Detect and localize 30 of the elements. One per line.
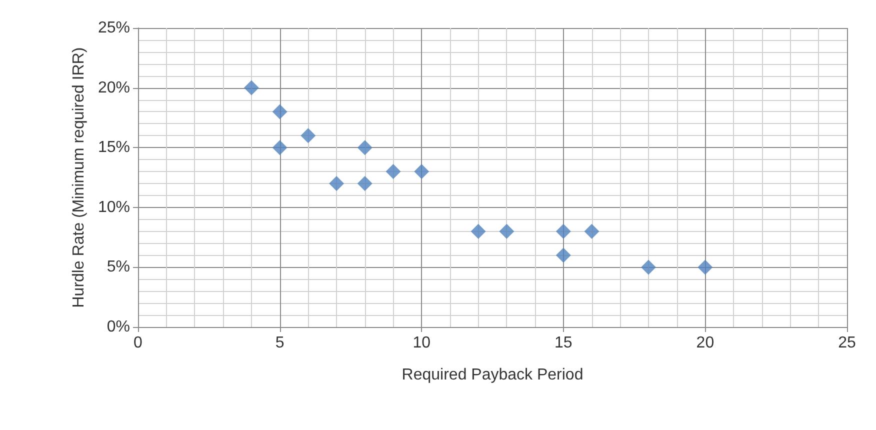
point bbox=[357, 140, 372, 156]
y-tick-label: 0% bbox=[106, 318, 130, 336]
y-tick-label: 25% bbox=[98, 20, 130, 36]
point bbox=[499, 224, 514, 239]
point bbox=[556, 224, 571, 239]
point bbox=[640, 260, 656, 275]
x-tick-label: 20 bbox=[696, 334, 714, 352]
point bbox=[272, 104, 288, 120]
x-tick-label: 5 bbox=[275, 334, 284, 352]
y-tick-label: 15% bbox=[98, 139, 130, 156]
point bbox=[244, 80, 259, 96]
point bbox=[556, 248, 571, 263]
y-tick-label: 5% bbox=[106, 258, 130, 276]
point bbox=[584, 224, 600, 239]
x-tick-label: 0 bbox=[134, 334, 143, 352]
point bbox=[470, 224, 486, 239]
point bbox=[386, 164, 401, 180]
x-tick-label: 15 bbox=[554, 334, 572, 352]
point bbox=[698, 260, 713, 275]
y-tick-label: 20% bbox=[98, 79, 130, 96]
x-axis-title: Required Payback Period bbox=[402, 366, 584, 384]
point bbox=[414, 164, 430, 180]
y-axis-title: Hurdle Rate (Minimum required IRR) bbox=[70, 47, 88, 308]
point bbox=[357, 176, 372, 191]
x-tick-label: 25 bbox=[838, 334, 856, 352]
x-tick-label: 10 bbox=[412, 334, 431, 352]
point bbox=[272, 140, 288, 156]
y-tick-label: 10% bbox=[98, 198, 130, 216]
point bbox=[300, 128, 316, 144]
point bbox=[329, 176, 344, 191]
